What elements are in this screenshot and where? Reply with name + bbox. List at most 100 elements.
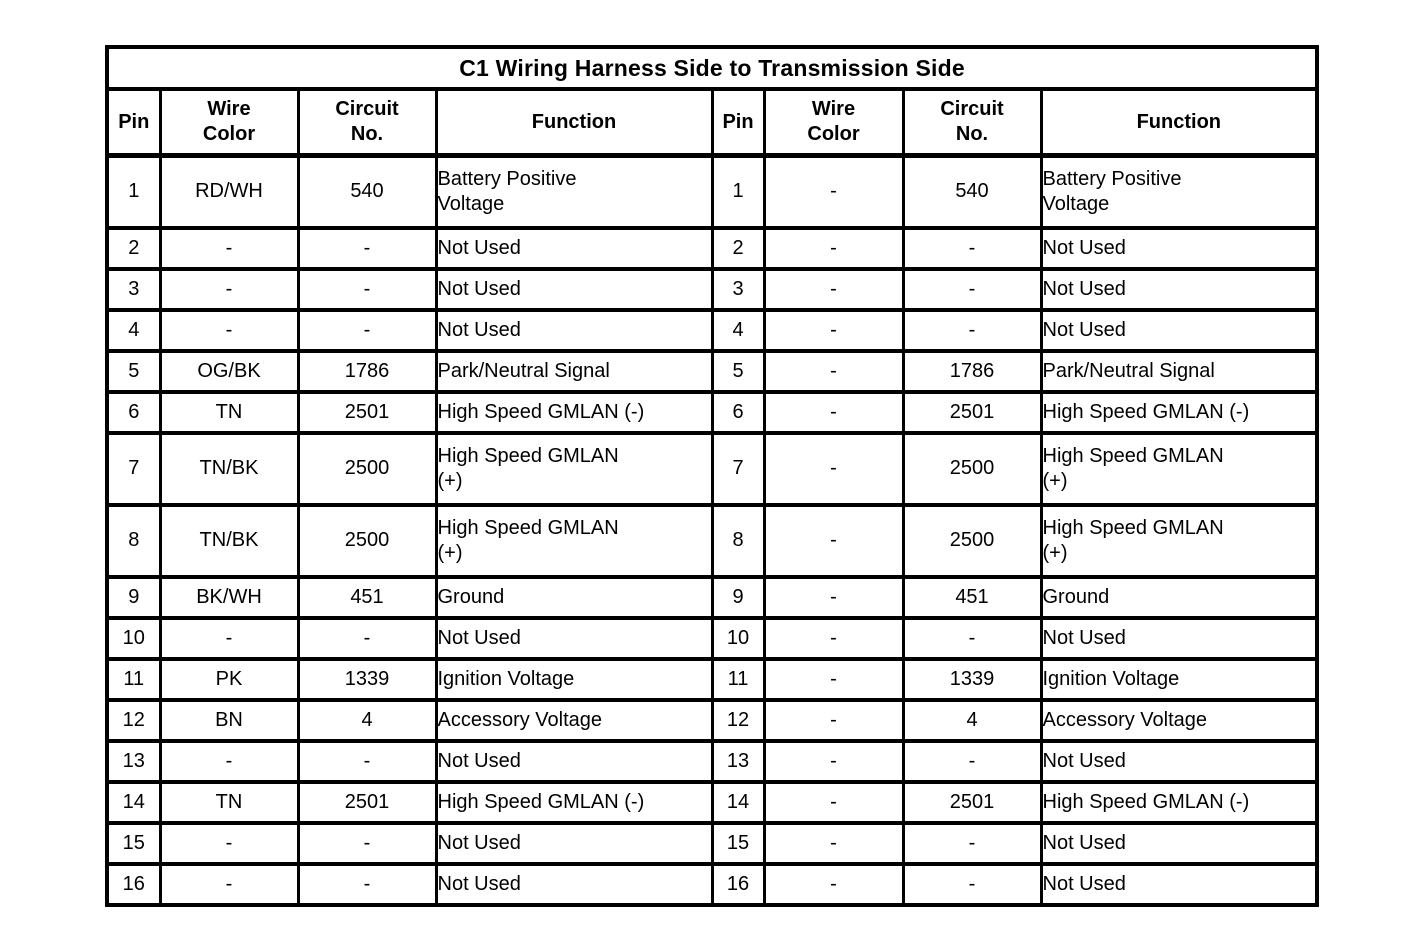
circuit-no-cell-right: 2501 [901, 779, 1043, 825]
table-row: 15- - Not Used 15- - Not Used [105, 820, 1319, 866]
wire-color-cell-right: - [762, 502, 905, 579]
table-row: 7 TN/BK 2500 High Speed GMLAN (+) 7-2500 High… [105, 430, 1319, 507]
wire-color-cell-right: - [762, 348, 905, 394]
table-row: 13- - Not Used 13- - Not Used [105, 738, 1319, 784]
pin-cell-right: 7 [710, 430, 766, 507]
function-cell-left: Not Used [434, 615, 714, 661]
function-cell-right: Not Used [1039, 615, 1319, 661]
header-wire-color-left: Wire Color [158, 87, 300, 158]
pin-cell-left: 7 [105, 430, 162, 507]
pin-cell-left: 4 [105, 307, 162, 353]
table-row: 10- - Not Used 10- - Not Used [105, 615, 1319, 661]
function-cell-right: Not Used [1039, 307, 1319, 353]
function-cell-left: Park/Neutral Signal [434, 348, 714, 394]
function-cell-left: Not Used [434, 820, 714, 866]
circuit-no-cell-left: 1339 [296, 656, 438, 702]
pin-cell-right: 14 [710, 779, 766, 825]
circuit-no-cell-right: - [901, 738, 1043, 784]
wire-color-cell-left: TN/BK [158, 502, 300, 579]
pin-cell-right: 8 [710, 502, 766, 579]
function-cell-left: Not Used [434, 266, 714, 312]
wire-color-cell-right: - [762, 153, 905, 230]
header-circuit-no-left: Circuit No. [296, 87, 438, 158]
circuit-no-cell-right: - [901, 615, 1043, 661]
pin-cell-right: 9 [710, 574, 766, 620]
function-cell-left: Ground [434, 574, 714, 620]
pin-cell-left: 9 [105, 574, 162, 620]
function-cell-left: Not Used [434, 738, 714, 784]
pin-cell-right: 5 [710, 348, 766, 394]
pin-cell-right: 12 [710, 697, 766, 743]
circuit-no-cell-right: 2501 [901, 389, 1043, 435]
pin-cell-right: 4 [710, 307, 766, 353]
pin-cell-right: 11 [710, 656, 766, 702]
table-row: 12 BN 4 Accessory Voltage 12-4 Accessory Volt… [105, 697, 1319, 743]
wire-color-cell-left: TN [158, 779, 300, 825]
wire-color-cell-left: PK [158, 656, 300, 702]
wire-color-cell-left: OG/BK [158, 348, 300, 394]
pin-cell-left: 5 [105, 348, 162, 394]
wire-color-cell-left: - [158, 266, 300, 312]
header-function-left: Function [434, 87, 714, 158]
pin-cell-left: 13 [105, 738, 162, 784]
wire-color-cell-left: BN [158, 697, 300, 743]
wire-color-cell-right: - [762, 615, 905, 661]
circuit-no-cell-left: - [296, 266, 438, 312]
function-cell-left: High Speed GMLAN (+) [434, 502, 714, 579]
function-cell-right: High Speed GMLAN (+) [1039, 430, 1319, 507]
function-cell-right: Battery Positive Voltage [1039, 153, 1319, 230]
pin-cell-left: 16 [105, 861, 162, 907]
function-cell-right: Ignition Voltage [1039, 656, 1319, 702]
wire-color-cell-left: TN [158, 389, 300, 435]
pin-cell-left: 10 [105, 615, 162, 661]
function-cell-right: Not Used [1039, 225, 1319, 271]
table-row: 6 TN 2501 High Speed GMLAN (-) 6-2501 High Sp… [105, 389, 1319, 435]
wire-color-cell-right: - [762, 861, 905, 907]
circuit-no-cell-right: 4 [901, 697, 1043, 743]
function-cell-left: Not Used [434, 307, 714, 353]
table-row: 14 TN 2501 High Speed GMLAN (-) 14-2501 High … [105, 779, 1319, 825]
circuit-no-cell-left: 4 [296, 697, 438, 743]
pin-cell-right: 10 [710, 615, 766, 661]
wire-color-cell-left: BK/WH [158, 574, 300, 620]
function-cell-left: Battery Positive Voltage [434, 153, 714, 230]
circuit-no-cell-right: - [901, 225, 1043, 271]
table-row: 2- - Not Used 2- - Not Used [105, 225, 1319, 271]
table-row: 3- - Not Used 3- - Not Used [105, 266, 1319, 312]
circuit-no-cell-left: 540 [296, 153, 438, 230]
wire-color-cell-right: - [762, 430, 905, 507]
wire-color-cell-left: - [158, 307, 300, 353]
circuit-no-cell-right: - [901, 266, 1043, 312]
circuit-no-cell-right: - [901, 820, 1043, 866]
header-function-right: Function [1039, 87, 1319, 158]
function-cell-left: Accessory Voltage [434, 697, 714, 743]
pin-cell-left: 3 [105, 266, 162, 312]
pin-cell-left: 15 [105, 820, 162, 866]
wire-color-cell-right: - [762, 266, 905, 312]
pin-cell-right: 13 [710, 738, 766, 784]
circuit-no-cell-right: 540 [901, 153, 1043, 230]
circuit-no-cell-left: - [296, 820, 438, 866]
pin-cell-left: 1 [105, 153, 162, 230]
wire-color-cell-left: - [158, 615, 300, 661]
circuit-no-cell-left: 2500 [296, 430, 438, 507]
pin-cell-right: 2 [710, 225, 766, 271]
header-pin-left: Pin [105, 87, 162, 158]
pin-cell-right: 6 [710, 389, 766, 435]
circuit-no-cell-right: - [901, 861, 1043, 907]
table-row: 11 PK 1339 Ignition Voltage 11-1339 Ignition … [105, 656, 1319, 702]
function-cell-right: High Speed GMLAN (-) [1039, 779, 1319, 825]
pin-cell-right: 3 [710, 266, 766, 312]
circuit-no-cell-left: 2501 [296, 779, 438, 825]
table-row: 16- - Not Used 16- - Not Used [105, 861, 1319, 907]
header-circuit-no-right: Circuit No. [901, 87, 1043, 158]
circuit-no-cell-left: - [296, 861, 438, 907]
wire-color-cell-left: - [158, 861, 300, 907]
table-title-row: C1 Wiring Harness Side to Transmission S… [105, 45, 1319, 91]
pin-cell-right: 15 [710, 820, 766, 866]
table-row: 8 TN/BK 2500 High Speed GMLAN (+) 8-2500 High… [105, 502, 1319, 579]
circuit-no-cell-left: 2501 [296, 389, 438, 435]
function-cell-left: Not Used [434, 861, 714, 907]
pin-cell-right: 1 [710, 153, 766, 230]
